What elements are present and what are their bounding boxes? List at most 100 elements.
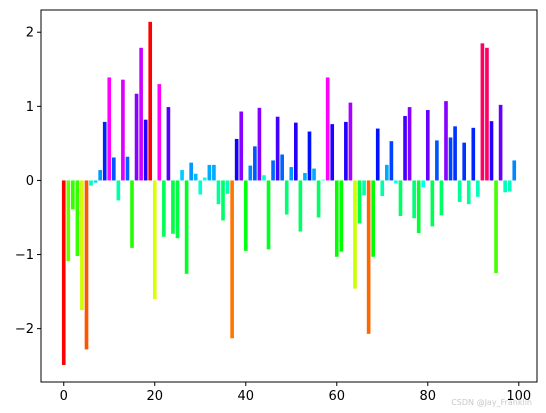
bar (289, 167, 294, 181)
bar (275, 116, 280, 181)
bar (353, 180, 357, 289)
bar (453, 126, 457, 181)
bar (212, 164, 216, 181)
bar (216, 180, 221, 205)
bar (489, 121, 494, 181)
bars-group (61, 21, 517, 365)
bar (84, 180, 89, 350)
bar (312, 168, 316, 181)
bar (334, 180, 339, 257)
bar (448, 137, 453, 181)
bar (171, 180, 175, 234)
bar (266, 180, 271, 250)
bar (93, 180, 98, 183)
bar (243, 180, 248, 251)
bar (362, 180, 366, 196)
bar (435, 140, 439, 181)
bar (152, 180, 157, 300)
x-tick-label: 60 (329, 389, 346, 404)
bar (444, 101, 448, 181)
bar (398, 180, 403, 217)
bar (466, 180, 471, 205)
bar (339, 180, 344, 252)
bar (430, 180, 435, 227)
bar (130, 180, 134, 248)
y-tick-label: 1 (26, 100, 34, 115)
bar (175, 180, 180, 239)
bar (476, 180, 480, 197)
bar (221, 180, 225, 221)
bar (471, 127, 476, 181)
bar (425, 110, 430, 181)
bar (344, 121, 348, 181)
bar (280, 154, 284, 181)
bar (207, 164, 212, 181)
bar (416, 180, 421, 234)
bar (98, 170, 102, 181)
bar (457, 180, 462, 202)
bar (321, 179, 325, 181)
x-tick-label: 0 (60, 389, 68, 404)
bar (198, 180, 203, 195)
bar (139, 47, 143, 181)
bar (503, 180, 507, 193)
x-tick-label: 80 (420, 389, 437, 404)
bar (439, 180, 444, 216)
bar (125, 156, 130, 181)
y-tick-label: −1 (15, 248, 34, 263)
y-tick-label: 2 (26, 26, 34, 41)
bar (143, 119, 148, 181)
bar (189, 162, 193, 181)
x-tick-label: 40 (237, 389, 254, 404)
bar (80, 180, 84, 311)
bar (61, 180, 66, 365)
bar (498, 104, 503, 181)
bar (375, 128, 380, 181)
bar (116, 180, 121, 201)
bar (89, 180, 93, 186)
bar (162, 180, 166, 237)
bar (307, 131, 312, 181)
bar (75, 180, 80, 257)
bar (193, 173, 198, 181)
bar (303, 173, 307, 181)
y-axis-ticks: −2 −1 0 1 2 (15, 26, 41, 337)
bar (225, 180, 230, 194)
bar (380, 180, 385, 196)
bar (385, 164, 389, 181)
bar (107, 77, 112, 181)
bar (485, 47, 489, 181)
bar (394, 180, 398, 184)
bar (180, 170, 184, 181)
bar (121, 79, 125, 181)
bar (284, 180, 289, 215)
bar (271, 160, 275, 181)
bar (262, 175, 266, 181)
bar (316, 180, 321, 218)
x-tick-label: 100 (506, 389, 531, 404)
bar (325, 77, 330, 181)
bar (230, 180, 234, 339)
bar (257, 107, 262, 181)
bar (407, 107, 412, 181)
bar (462, 142, 467, 181)
bar (66, 180, 71, 262)
watermark: CSDN @Jay_Franklin (451, 398, 532, 407)
bar (71, 180, 75, 210)
plot-area-frame (40, 9, 538, 383)
x-tick-label: 20 (146, 389, 163, 404)
bar (203, 177, 207, 181)
bar (148, 21, 153, 181)
bar (239, 111, 244, 181)
bar (371, 180, 375, 257)
bar (403, 115, 407, 181)
bar (111, 157, 116, 181)
bar (480, 43, 485, 181)
bar (421, 180, 426, 188)
bar (389, 141, 394, 181)
y-tick-label: −2 (15, 322, 34, 337)
bar (294, 122, 298, 181)
bar (330, 124, 335, 181)
bar (134, 93, 139, 181)
bar (298, 180, 303, 232)
